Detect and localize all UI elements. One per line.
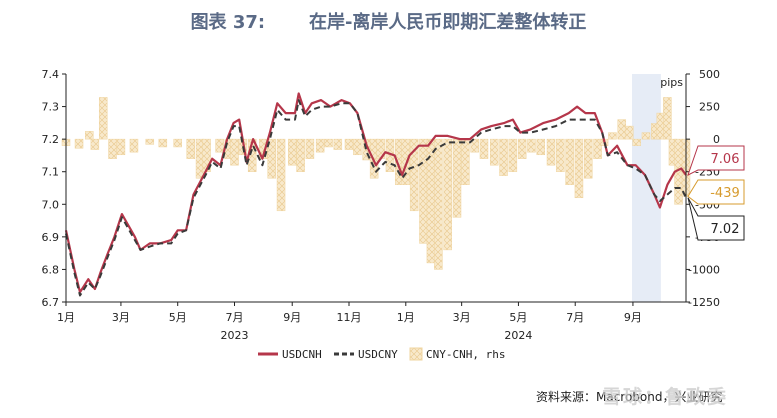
legend-label: USDCNH (282, 348, 322, 361)
y-left-tick-label: 7.4 (42, 68, 60, 81)
spread-bar (267, 138, 276, 179)
spread-bar (215, 138, 224, 153)
spread-bar (353, 138, 362, 156)
spread-bar (108, 138, 117, 159)
spread-bar (632, 138, 641, 146)
y-left-tick-label: 6.9 (42, 231, 60, 244)
x-year-label: 2023 (220, 329, 248, 342)
x-tick-label: 11月 (337, 311, 362, 324)
y-right-tick-label: 0 (713, 133, 720, 146)
x-tick-label: 9月 (624, 311, 642, 324)
end-label-box (687, 179, 745, 205)
y-right-unit-label: pips (660, 76, 683, 89)
x-tick-label: 3月 (453, 311, 471, 324)
end-label-value: 7.06 (711, 152, 740, 167)
spread-bar (536, 138, 546, 156)
y-left-tick-label: 6.7 (42, 296, 60, 309)
spread-bar (452, 138, 462, 218)
y-left-tick-label: 7.1 (42, 166, 60, 179)
spread-bar (608, 132, 617, 140)
y-left-tick-label: 7.0 (42, 198, 60, 211)
watermark: 雪球：鲁政委 (602, 386, 729, 408)
spread-bar (116, 138, 126, 156)
spread-bar (593, 138, 602, 159)
series-line-usdcnh (64, 92, 687, 294)
spread-bar (565, 138, 574, 185)
x-tick-label: 5月 (509, 311, 527, 324)
spread-bar (419, 138, 428, 244)
spread-bar (90, 138, 100, 150)
y-right-tick-label: -1000 (688, 263, 720, 276)
y-left-tick-label: 7.2 (42, 133, 60, 146)
y-right-tick-label: 250 (699, 101, 720, 114)
spread-bar (517, 138, 527, 159)
spread-bar (461, 138, 470, 185)
axes: 6.76.86.97.07.17.27.37.4 5002500-250-500-… (42, 68, 721, 342)
source-note: 资料来源：Macrobond，兴业研究 (536, 390, 723, 404)
x-tick-label: 1月 (397, 311, 415, 324)
spread-bar (508, 138, 518, 172)
spread-bar (315, 138, 325, 153)
end-label-box (687, 145, 745, 176)
spread-bar (641, 132, 651, 140)
end-label-box (687, 197, 745, 241)
legend: USDCNH USDCNY CNY-CNH, rhs (258, 347, 505, 361)
spread-bar (434, 138, 443, 270)
spread-bar (74, 138, 84, 149)
spread-bar (98, 97, 108, 140)
spread-bar (489, 138, 499, 166)
y-left-tick-label: 6.8 (42, 263, 60, 276)
spread-bar (527, 138, 536, 153)
spread-bar (344, 138, 354, 150)
x-tick-label: 3月 (112, 311, 130, 324)
spread-bar (556, 138, 565, 172)
spread-bar (479, 138, 489, 159)
spread-bar (499, 138, 508, 176)
spread-bar (305, 138, 315, 159)
spread-bar (574, 138, 584, 199)
x-tick-label: 1月 (57, 311, 75, 324)
legend-label: USDCNY (358, 348, 398, 361)
x-tick-label: 7月 (225, 311, 243, 324)
spread-bar (443, 138, 452, 251)
y-right-tick-label: 500 (699, 68, 720, 81)
spread-bar (230, 138, 239, 166)
series-line-usdcny (65, 99, 687, 297)
y-right-tick-label: -1250 (688, 296, 720, 309)
end-labels: 7.06 -439 7.02 (687, 145, 745, 241)
spread-bar (333, 138, 343, 150)
x-year-label: 2024 (504, 329, 532, 342)
spread-bar (287, 138, 297, 166)
x-tick-label: 7月 (566, 311, 584, 324)
x-tick-label: 9月 (283, 311, 301, 324)
spread-bar (324, 138, 333, 148)
spread-bar (617, 119, 627, 140)
spread-bar (409, 138, 419, 212)
spread-bar (546, 138, 556, 166)
fx-lines (64, 92, 687, 297)
spread-bar (173, 138, 182, 148)
spread-bar (186, 138, 195, 159)
spread-bar (85, 131, 94, 140)
spread-bar (145, 138, 155, 145)
spread-bar (276, 138, 286, 212)
y-left-tick-label: 7.3 (42, 101, 60, 114)
end-label-value: 7.02 (711, 222, 740, 237)
highlight-rect (632, 74, 661, 302)
x-tick-label: 5月 (169, 311, 187, 324)
spread-bar (158, 138, 168, 148)
spread-bar (624, 125, 634, 140)
spread-bar (129, 138, 139, 153)
spread-bar (663, 97, 672, 140)
spread-bar (401, 138, 411, 185)
legend-swatch-bar (409, 347, 423, 361)
end-label-value: -439 (710, 186, 740, 201)
figure-title: 图表 37: 在岸-离岸人民币即期汇差整体转正 (190, 12, 587, 33)
spread-bar (584, 138, 593, 179)
highlight-band (632, 74, 661, 302)
spread-bar (470, 138, 479, 153)
legend-label: CNY-CNH, rhs (426, 348, 505, 361)
spread-bar (296, 138, 305, 172)
